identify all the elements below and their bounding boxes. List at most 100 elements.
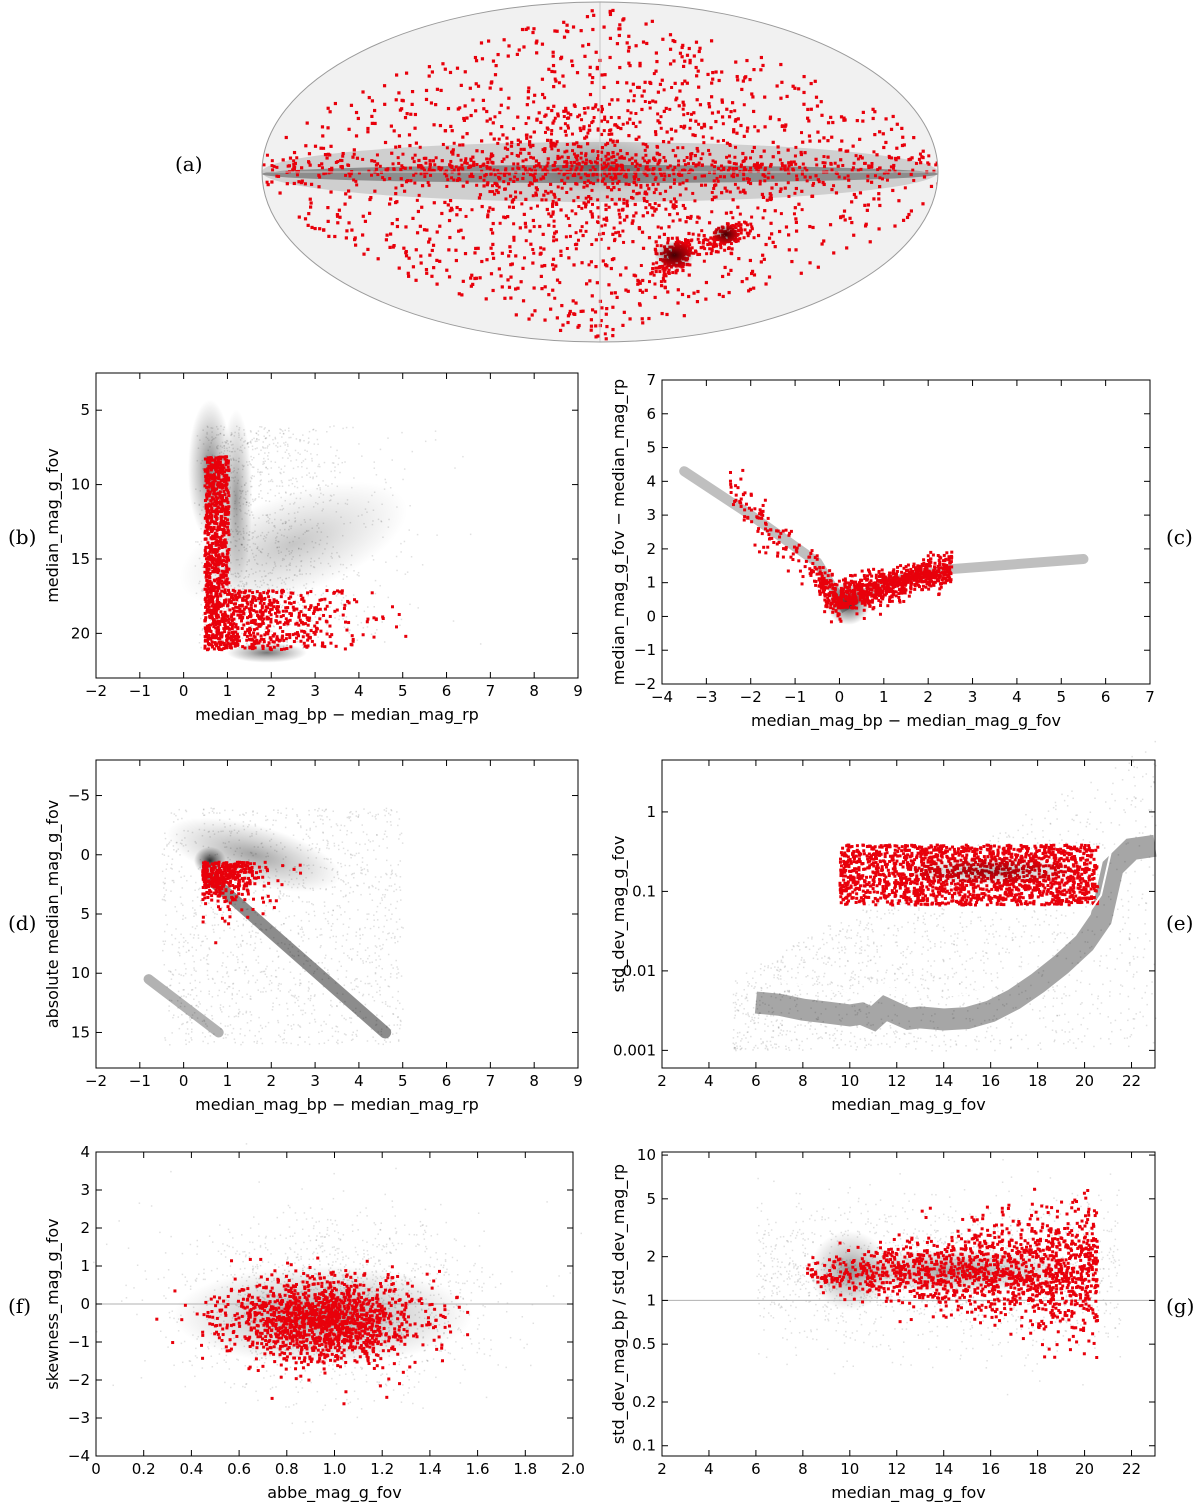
sky-point bbox=[962, 180, 965, 183]
sky-point bbox=[428, 159, 432, 163]
sky-point bbox=[560, 186, 564, 190]
sky-point bbox=[668, 107, 672, 111]
sky-point bbox=[424, 161, 428, 165]
sky-point bbox=[490, 184, 494, 188]
data-point bbox=[294, 449, 297, 452]
sky-point bbox=[822, 155, 826, 159]
sky-point bbox=[756, 206, 760, 210]
sky-point bbox=[714, 119, 718, 124]
sky-point bbox=[588, 73, 592, 77]
data-point bbox=[225, 518, 229, 522]
sky-point bbox=[683, 163, 687, 167]
data-point bbox=[255, 432, 258, 435]
data-point bbox=[224, 563, 228, 567]
sky-point bbox=[420, 166, 424, 170]
sky-point bbox=[575, 162, 579, 166]
sky-point bbox=[524, 27, 528, 32]
data-point bbox=[254, 499, 256, 501]
data-point bbox=[265, 437, 268, 439]
sky-point bbox=[802, 102, 806, 106]
data-point bbox=[454, 467, 456, 469]
sky-point bbox=[558, 156, 562, 160]
sky-point bbox=[700, 58, 704, 62]
sky-point bbox=[414, 278, 418, 282]
data-point bbox=[210, 596, 214, 600]
data-point bbox=[223, 607, 225, 610]
data-point bbox=[295, 477, 297, 480]
sky-point bbox=[639, 184, 643, 188]
sky-point bbox=[564, 29, 568, 33]
sky-point bbox=[669, 200, 673, 204]
sky-point bbox=[606, 162, 610, 166]
data-point bbox=[219, 619, 223, 623]
sky-point bbox=[689, 157, 693, 161]
sky-point bbox=[159, 162, 162, 165]
sky-point bbox=[132, 175, 135, 178]
sky-point bbox=[553, 144, 557, 148]
sky-point bbox=[690, 112, 694, 116]
sky-point bbox=[531, 261, 535, 265]
sky-point bbox=[482, 184, 486, 188]
sky-point bbox=[553, 29, 557, 33]
data-point bbox=[342, 618, 344, 620]
sky-point bbox=[897, 199, 901, 203]
data-point bbox=[281, 457, 284, 459]
data-point bbox=[300, 461, 303, 464]
sky-point bbox=[555, 278, 560, 282]
sky-point bbox=[9, 166, 12, 169]
sky-point bbox=[730, 252, 734, 256]
sky-point bbox=[488, 86, 492, 90]
sky-point bbox=[448, 209, 452, 213]
sky-point bbox=[554, 201, 558, 205]
sky-point bbox=[507, 254, 511, 258]
sky-point bbox=[640, 107, 644, 112]
sky-point bbox=[608, 102, 612, 106]
sky-point bbox=[348, 174, 352, 178]
data-point bbox=[224, 478, 228, 482]
sky-point bbox=[539, 274, 543, 279]
sky-point bbox=[766, 176, 770, 180]
sky-point bbox=[458, 178, 462, 182]
data-point bbox=[205, 460, 209, 464]
sky-point bbox=[680, 55, 684, 59]
sky-point bbox=[591, 172, 595, 176]
sky-point bbox=[537, 163, 541, 167]
data-point bbox=[245, 611, 247, 613]
sky-point bbox=[911, 168, 915, 172]
data-point bbox=[226, 626, 230, 630]
sky-point bbox=[608, 36, 613, 40]
sky-point bbox=[773, 209, 777, 213]
sky-point bbox=[596, 128, 600, 132]
data-point bbox=[409, 504, 411, 507]
data-point bbox=[212, 589, 216, 593]
data-point bbox=[301, 466, 303, 468]
sky-point bbox=[563, 160, 567, 164]
data-point bbox=[226, 551, 230, 555]
sky-point bbox=[802, 74, 806, 79]
sky-point bbox=[399, 177, 403, 181]
sky-point bbox=[800, 189, 804, 193]
sky-point bbox=[654, 269, 658, 274]
data-point bbox=[235, 618, 237, 620]
sky-point bbox=[641, 142, 645, 146]
sky-point bbox=[563, 150, 567, 154]
data-point bbox=[208, 461, 212, 465]
sky-point bbox=[503, 187, 507, 191]
data-point bbox=[402, 478, 404, 481]
sky-point bbox=[435, 230, 439, 234]
sky-point bbox=[624, 182, 628, 186]
sky-point bbox=[611, 8, 615, 13]
sky-point bbox=[657, 265, 661, 269]
data-point bbox=[210, 506, 214, 510]
sky-point bbox=[771, 155, 775, 159]
sky-point bbox=[607, 186, 611, 190]
sky-point bbox=[327, 171, 331, 175]
data-point bbox=[229, 641, 231, 643]
sky-point bbox=[735, 74, 739, 79]
data-point bbox=[284, 429, 286, 432]
data-point bbox=[276, 485, 278, 487]
sky-point bbox=[604, 154, 608, 158]
data-point bbox=[384, 478, 387, 481]
sky-point bbox=[667, 140, 671, 144]
sky-point bbox=[791, 167, 795, 171]
